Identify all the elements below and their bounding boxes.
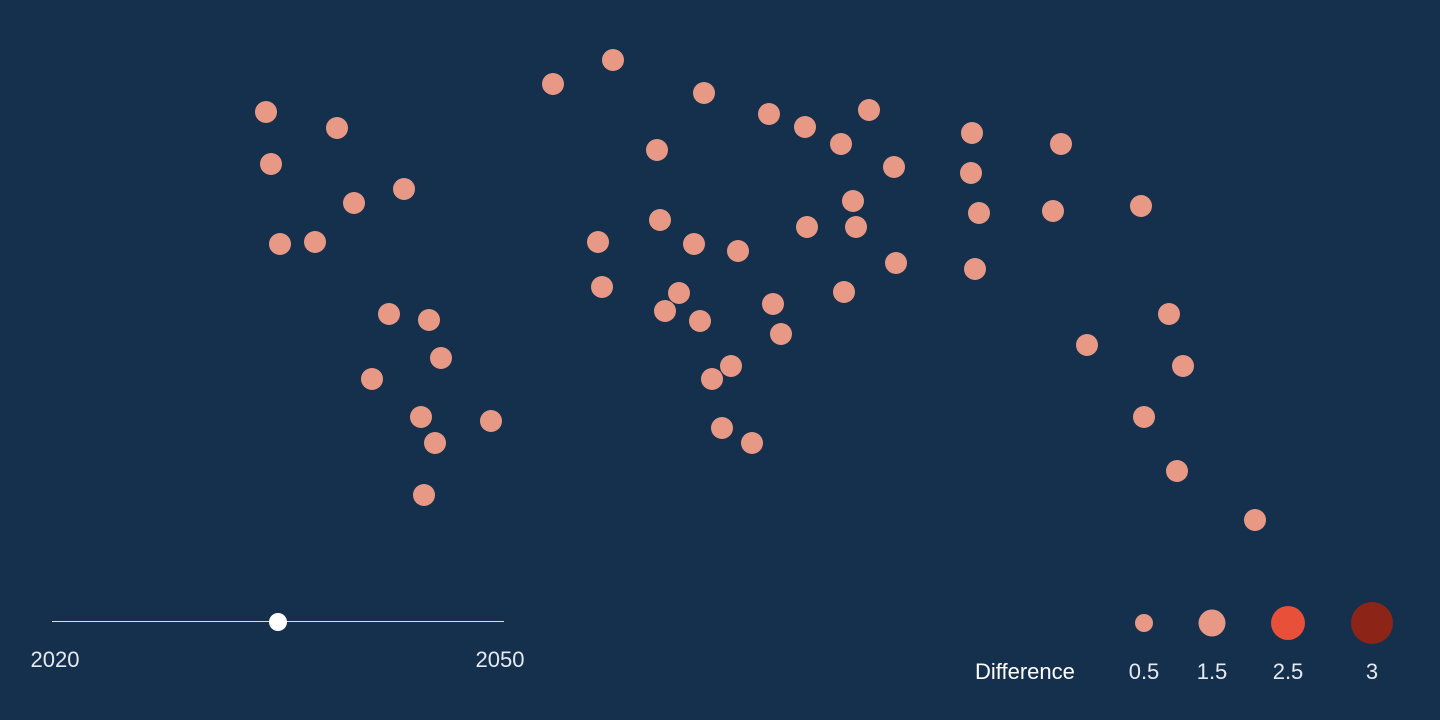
map-dot-5[interactable]: [269, 233, 291, 255]
map-dot-53[interactable]: [1133, 406, 1155, 428]
map-dot-50[interactable]: [1158, 303, 1180, 325]
map-dot-25[interactable]: [960, 162, 982, 184]
map-dot-35[interactable]: [1042, 200, 1064, 222]
map-dot-26[interactable]: [1050, 133, 1072, 155]
map-dot-21[interactable]: [858, 99, 880, 121]
map-dot-4[interactable]: [343, 192, 365, 214]
map-dot-18[interactable]: [646, 139, 668, 161]
map-dot-46[interactable]: [720, 355, 742, 377]
map-dot-9[interactable]: [430, 347, 452, 369]
map-dot-2[interactable]: [260, 153, 282, 175]
map-dot-38[interactable]: [964, 258, 986, 280]
legend-swatch-3: [1351, 602, 1393, 644]
map-dot-24[interactable]: [961, 122, 983, 144]
map-dot-49[interactable]: [741, 432, 763, 454]
map-dot-0[interactable]: [255, 101, 277, 123]
map-dot-10[interactable]: [361, 368, 383, 390]
map-dot-1[interactable]: [326, 117, 348, 139]
map-dot-54[interactable]: [1166, 460, 1188, 482]
map-dot-32[interactable]: [796, 216, 818, 238]
map-dot-47[interactable]: [701, 368, 723, 390]
map-dot-20[interactable]: [794, 116, 816, 138]
map-dot-36[interactable]: [1130, 195, 1152, 217]
map-dot-44[interactable]: [833, 281, 855, 303]
slider-handle[interactable]: [269, 613, 287, 631]
map-dot-6[interactable]: [304, 231, 326, 253]
map-dot-3[interactable]: [393, 178, 415, 200]
map-dot-13[interactable]: [424, 432, 446, 454]
map-dot-52[interactable]: [1172, 355, 1194, 377]
legend-label-0: 0.5: [1128, 659, 1160, 684]
map-dot-48[interactable]: [711, 417, 733, 439]
map-dot-14[interactable]: [413, 484, 435, 506]
map-dot-55[interactable]: [1244, 509, 1266, 531]
legend-label-2: 2.5: [1272, 659, 1304, 684]
map-dot-39[interactable]: [591, 276, 613, 298]
slider-end-label: 2050: [475, 647, 525, 672]
legend-label-3: 3: [1365, 659, 1379, 684]
map-dot-37[interactable]: [885, 252, 907, 274]
map-dot-41[interactable]: [654, 300, 676, 322]
map-dot-40[interactable]: [668, 282, 690, 304]
map-dot-15[interactable]: [542, 73, 564, 95]
map-dot-34[interactable]: [968, 202, 990, 224]
legend-swatch-0: [1135, 614, 1153, 632]
map-dot-43[interactable]: [762, 293, 784, 315]
slider-start-label: 2020: [30, 647, 80, 672]
legend-swatch-2: [1271, 606, 1305, 640]
year-slider[interactable]: [52, 612, 504, 632]
legend-label-1: 1.5: [1196, 659, 1228, 684]
map-dot-51[interactable]: [1076, 334, 1098, 356]
map-dot-27[interactable]: [842, 190, 864, 212]
map-dot-12[interactable]: [480, 410, 502, 432]
legend-title: Difference: [975, 659, 1075, 684]
map-dot-23[interactable]: [883, 156, 905, 178]
map-dot-11[interactable]: [410, 406, 432, 428]
map-dot-30[interactable]: [683, 233, 705, 255]
map-dot-31[interactable]: [727, 240, 749, 262]
map-dot-7[interactable]: [378, 303, 400, 325]
map-dot-17[interactable]: [693, 82, 715, 104]
map-dot-45[interactable]: [770, 323, 792, 345]
map-dot-29[interactable]: [587, 231, 609, 253]
map-dot-42[interactable]: [689, 310, 711, 332]
map-dot-8[interactable]: [418, 309, 440, 331]
map-dot-16[interactable]: [602, 49, 624, 71]
map-dot-33[interactable]: [845, 216, 867, 238]
map-dot-22[interactable]: [830, 133, 852, 155]
map-dot-28[interactable]: [649, 209, 671, 231]
legend-swatch-1: [1198, 609, 1226, 637]
map-dot-19[interactable]: [758, 103, 780, 125]
